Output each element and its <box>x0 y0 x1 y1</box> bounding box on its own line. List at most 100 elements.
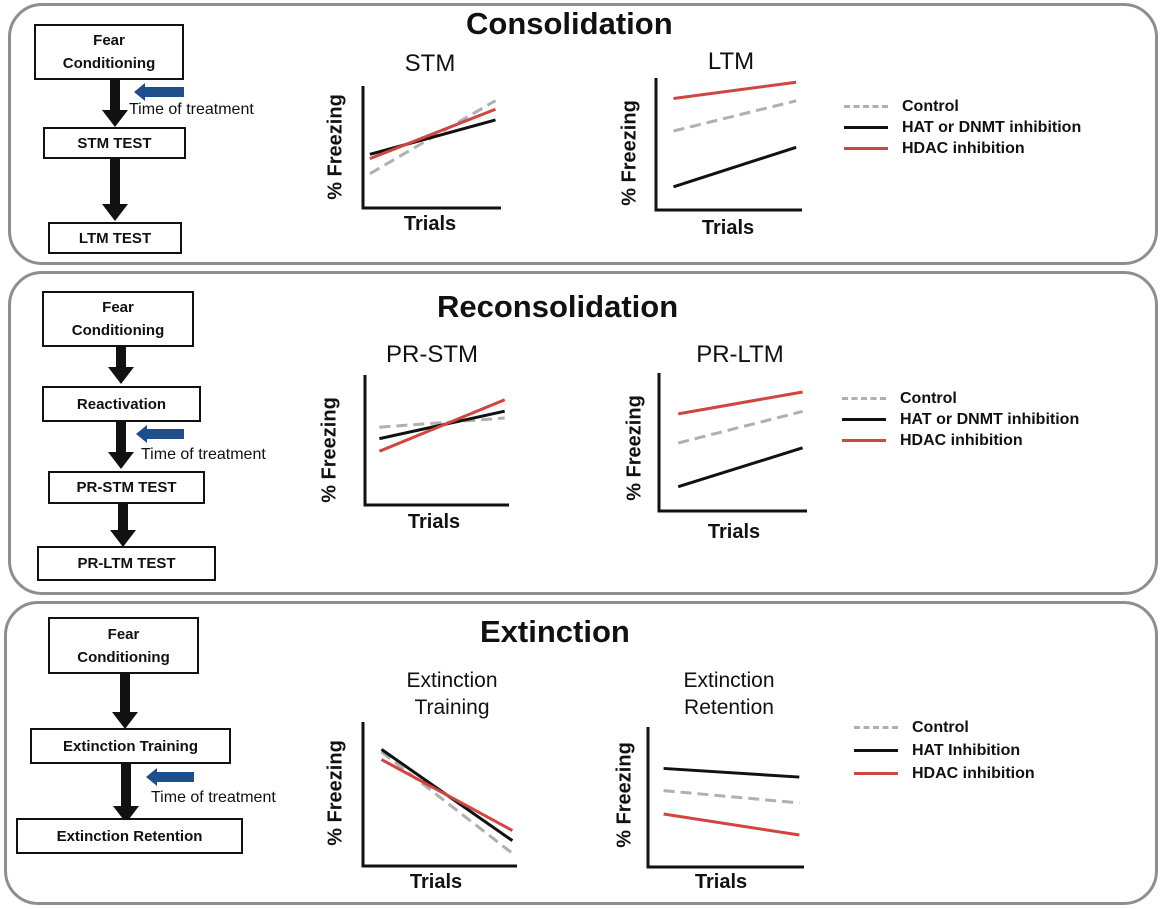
flow-arrow <box>110 159 120 204</box>
panel-title: Reconsolidation <box>437 289 679 324</box>
series-line-control <box>673 99 797 133</box>
legend-label: HDAC inhibition <box>912 764 1035 782</box>
y-axis-label: % Freezing <box>324 740 347 846</box>
chart-ltm <box>654 78 802 212</box>
legend-swatch-dashed <box>842 397 886 400</box>
treatment-arrow-shape <box>136 425 184 443</box>
legend-item-control: Control <box>844 96 1081 117</box>
legend: Control HAT or DNMT inhibition HDAC inhi… <box>844 96 1081 159</box>
series-line-hdac-inhibition <box>663 812 800 837</box>
series-line-hat-or-dnmt-inhibition <box>369 118 496 156</box>
chart-stm <box>361 86 501 210</box>
chart-axes <box>361 722 517 868</box>
flow-arrow-head <box>110 530 136 547</box>
chart-title: PR-LTM <box>696 341 784 368</box>
series-line-control <box>677 409 803 445</box>
flow-step-fear-conditioning: Fear Conditioning <box>48 617 199 674</box>
panel-title: Consolidation <box>466 6 673 41</box>
x-axis-label: Trials <box>407 511 461 533</box>
series-line-hat-or-dnmt-inhibition <box>677 446 804 489</box>
flow-arrow-head <box>112 712 138 729</box>
panel-title: Extinction <box>480 614 630 649</box>
chart-axes <box>361 86 501 210</box>
flow-arrow-head <box>102 204 128 221</box>
legend-swatch-black <box>842 418 886 421</box>
legend-swatch-red <box>842 439 886 442</box>
panel-consolidation <box>8 3 1158 265</box>
legend-item-inhibitor: HAT or DNMT inhibition <box>844 117 1081 138</box>
treatment-label: Time of treatment <box>129 101 254 118</box>
series-line-hdac-inhibition <box>677 390 803 416</box>
flow-step-fear-conditioning: Fear Conditioning <box>42 291 194 347</box>
y-axis-label: % Freezing <box>618 100 641 206</box>
panel-reconsolidation <box>8 271 1158 595</box>
x-axis-label: Trials <box>701 217 755 239</box>
flow-step-ltm-test: LTM TEST <box>48 222 182 254</box>
y-axis-label: % Freezing <box>318 397 341 503</box>
legend-item-control: Control <box>842 388 1079 409</box>
legend-label: Control <box>902 97 959 115</box>
treatment-arrow-shape <box>134 83 184 101</box>
x-axis-label: Trials <box>409 871 463 893</box>
legend-label: HAT or DNMT inhibition <box>900 410 1080 428</box>
legend-label: HDAC inhibition <box>902 139 1025 157</box>
legend-label: Control <box>912 718 969 736</box>
flow-arrow <box>120 674 130 712</box>
chart-axes <box>363 375 509 507</box>
series-line-hat-inhibition <box>663 766 800 779</box>
series-line-control <box>379 416 505 429</box>
legend-swatch-red <box>854 772 898 775</box>
flow-arrow-head <box>102 110 128 127</box>
legend-swatch-dashed <box>854 726 898 729</box>
series-line-hat-or-dnmt-inhibition <box>673 145 797 189</box>
legend: Control HAT Inhibition HDAC inhibition <box>854 716 1035 785</box>
treatment-arrow-icon <box>134 83 184 101</box>
chart-extinction-training <box>361 722 517 868</box>
flow-step-extinction-training: Extinction Training <box>30 728 231 764</box>
x-axis-label: Trials <box>694 871 748 893</box>
flow-arrow <box>121 764 131 806</box>
treatment-label: Time of treatment <box>151 789 276 806</box>
flow-arrow <box>110 80 120 110</box>
flow-step-stm-test: STM TEST <box>43 127 186 159</box>
legend-label: HAT Inhibition <box>912 741 1021 759</box>
flow-step-pr-ltm-test: PR-LTM TEST <box>37 546 216 581</box>
chart-axes <box>654 78 802 212</box>
y-axis-label: % Freezing <box>613 742 636 848</box>
x-axis-label: Trials <box>707 521 761 543</box>
series-line-control <box>663 789 800 805</box>
legend-label: HAT or DNMT inhibition <box>902 118 1082 136</box>
flow-step-pr-stm-test: PR-STM TEST <box>48 471 205 504</box>
legend-label: Control <box>900 389 957 407</box>
chart-title: STM <box>404 50 456 77</box>
flow-arrow <box>116 347 126 367</box>
legend-item-hdac: HDAC inhibition <box>842 430 1079 451</box>
chart-pr-ltm <box>657 373 807 513</box>
flow-arrow <box>118 504 128 530</box>
flow-arrow-head <box>108 452 134 469</box>
chart-title: Extinction Training <box>406 669 498 719</box>
series-line-hdac-inhibition <box>378 398 506 453</box>
legend-item-inhibitor: HAT or DNMT inhibition <box>842 409 1079 430</box>
chart-title: LTM <box>707 48 755 75</box>
flow-arrow-head <box>108 367 134 384</box>
chart-title: PR-STM <box>386 341 478 368</box>
legend-item-hdac: HDAC inhibition <box>844 138 1081 159</box>
flow-step-extinction-retention: Extinction Retention <box>16 818 243 854</box>
legend-item-hdac: HDAC inhibition <box>854 762 1035 785</box>
legend-item-control: Control <box>854 716 1035 739</box>
chart-title: Extinction Retention <box>683 669 775 719</box>
legend-swatch-black <box>844 126 888 129</box>
series-line-control <box>380 750 514 855</box>
series-line-hdac-inhibition <box>380 758 514 832</box>
series-line-hdac-inhibition <box>369 107 497 161</box>
treatment-arrow-shape <box>146 768 194 786</box>
y-axis-label: % Freezing <box>623 395 646 501</box>
treatment-arrow-icon <box>136 425 184 443</box>
y-axis-label: % Freezing <box>324 94 347 200</box>
legend-swatch-red <box>844 147 888 150</box>
treatment-arrow-icon <box>146 768 194 786</box>
legend-item-inhibitor: HAT Inhibition <box>854 739 1035 762</box>
flow-arrow <box>116 422 126 452</box>
flow-step-fear-conditioning: Fear Conditioning <box>34 24 184 80</box>
